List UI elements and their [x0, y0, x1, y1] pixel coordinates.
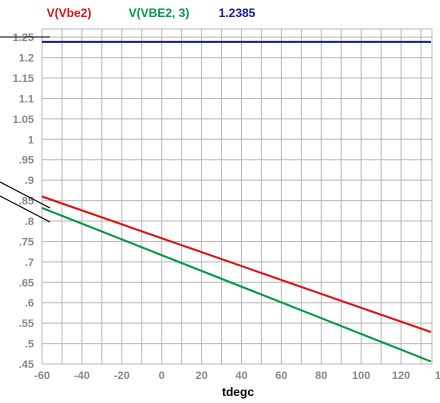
x-tick-label: -20: [114, 370, 130, 382]
y-tick-label: .5: [25, 339, 34, 351]
legend: V(Vbe2) V(VBE2, 3) 1.2385: [47, 6, 256, 20]
y-tick-label: .95: [19, 155, 34, 167]
series-line-1: [41, 206, 432, 363]
y-tick-label: .9: [25, 175, 34, 187]
y-tick-label: .65: [19, 277, 34, 289]
x-axis-label: tdegc: [222, 385, 254, 399]
legend-item-vbe2-3: V(VBE2, 3): [129, 6, 190, 20]
x-tick-label: 14: [435, 370, 440, 382]
series-line-0: [41, 195, 432, 334]
x-tick-label: 0: [159, 370, 165, 382]
x-tick-label: 100: [352, 370, 370, 382]
x-tick-label: 20: [195, 370, 207, 382]
x-tick-label: 40: [235, 370, 247, 382]
x-tick-label: -60: [34, 370, 50, 382]
axis-ticks: .45 .5 .55 .6 .65 .7 .75 .8 .85 .9 .95 1 1.05 1.1 1.15…: [13, 32, 440, 382]
x-tick-label: -40: [74, 370, 90, 382]
cursor-line-upper: [0, 181, 51, 209]
y-tick-label: 1.05: [13, 114, 34, 126]
y-tick-label: .45: [19, 359, 34, 371]
y-tick-label: .85: [19, 196, 34, 208]
y-tick-label: 1.15: [13, 73, 34, 85]
y-tick-label: .55: [19, 318, 34, 330]
y-tick-label: .7: [25, 257, 34, 269]
cursor-line-lower: [0, 195, 51, 223]
x-tick-label: 60: [275, 370, 287, 382]
y-tick-label: .6: [25, 298, 34, 310]
x-tick-label: 80: [315, 370, 327, 382]
y-tick-label: 1.2: [19, 53, 34, 65]
legend-item-reference: 1.2385: [219, 6, 256, 20]
legend-item-vbe2: V(Vbe2): [47, 6, 92, 20]
x-tick-label: 120: [392, 370, 410, 382]
y-tick-label: .75: [19, 236, 34, 248]
y-tick-label: .8: [25, 216, 34, 228]
y-tick-label: 1.1: [19, 93, 34, 105]
grid: [41, 28, 433, 365]
series-lines: [41, 40, 432, 363]
y-tick-label: 1.25: [13, 32, 34, 44]
y-tick-label: 1: [28, 134, 34, 146]
